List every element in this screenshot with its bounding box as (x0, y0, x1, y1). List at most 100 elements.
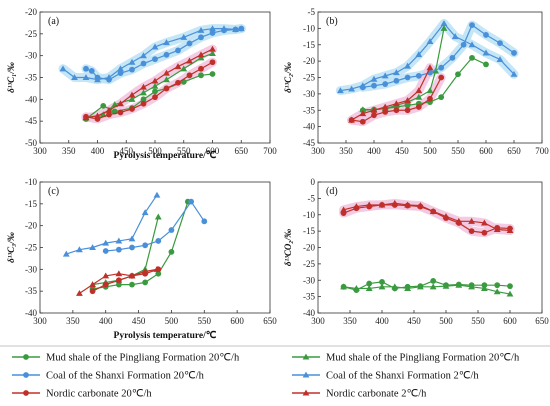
series-line (66, 194, 158, 255)
data-point (155, 238, 162, 244)
data-point (365, 201, 373, 208)
data-point (510, 70, 518, 77)
y-tick-label: -25 (303, 259, 315, 269)
data-point (404, 285, 411, 291)
data-point (426, 64, 434, 71)
data-point (163, 39, 170, 46)
y-tick-label: -20 (303, 56, 315, 66)
series-5 (83, 59, 216, 122)
data-point (142, 279, 149, 286)
series-3 (102, 198, 208, 254)
y-tick-label: -20 (25, 221, 37, 231)
data-point (382, 108, 389, 115)
x-tick-label: 450 (120, 146, 134, 156)
data-point (438, 74, 445, 81)
chart-panel-2: 300 350 400 450 500 550 600 650 700 -45 -40 -35 -30 -… (283, 7, 549, 156)
y-axis-label: δ¹³C₃/‰ (6, 232, 16, 263)
series-3 (359, 22, 517, 91)
x-tick-label: 600 (206, 146, 220, 156)
data-point (117, 100, 124, 107)
y-tick-label: -35 (303, 292, 315, 302)
data-point (163, 85, 170, 92)
y-tick-label: -50 (25, 138, 37, 148)
panels: 300 350 400 450 500 550 600 650 700-50-45-40-35-… (6, 7, 549, 341)
data-point (94, 76, 101, 83)
legend-item: Coal of the Shanxi Formation 2℃/h (292, 371, 479, 382)
data-point (481, 219, 488, 226)
panel-label: (a) (48, 16, 59, 27)
x-tick-label: 600 (479, 146, 493, 156)
data-point (198, 65, 204, 72)
x-tick-label: 450 (132, 316, 146, 326)
legend-item: Mud shale of the Pingliang Formation 20℃… (12, 353, 240, 364)
y-tick-label: -40 (303, 122, 315, 132)
data-point (391, 283, 399, 290)
data-point (102, 281, 109, 288)
data-point (404, 74, 411, 81)
x-tick-label: 550 (471, 316, 485, 326)
legend-label: Nordic carbonate 20℃/h (46, 389, 152, 400)
legend-label: Nordic carbonate 2℃/h (326, 389, 427, 400)
data-point (197, 51, 205, 58)
data-point (76, 246, 83, 253)
legend-label: Mud shale of the Pingliang Formation 20℃… (46, 353, 240, 364)
data-point (197, 54, 205, 61)
data-point (393, 69, 400, 76)
x-tick-label: 350 (66, 316, 80, 326)
data-point (128, 58, 136, 65)
data-point (115, 237, 123, 244)
y-tick-label: -40 (25, 308, 37, 318)
data-point (140, 89, 147, 96)
data-point (359, 118, 366, 125)
x-tick-label: 350 (62, 146, 76, 156)
data-point (128, 95, 136, 102)
data-point (426, 87, 434, 94)
y-tick-label: -20 (303, 243, 315, 253)
data-point (117, 65, 124, 72)
data-point (232, 26, 239, 33)
data-point (429, 283, 437, 290)
y-tick-label: -5 (308, 7, 316, 17)
data-point (59, 65, 67, 72)
data-point (378, 283, 386, 290)
data-point (168, 227, 175, 233)
x-tick-label: 500 (148, 146, 162, 156)
x-tick-label: 300 (311, 146, 325, 156)
data-point (142, 242, 149, 249)
data-point (379, 278, 385, 285)
data-point (440, 20, 448, 27)
legend-marker (302, 353, 310, 360)
data-point (141, 209, 149, 216)
data-point (151, 77, 159, 84)
data-point (468, 228, 475, 235)
data-point (337, 87, 344, 94)
x-tick-label: 650 (507, 146, 521, 156)
y-tick-label: -15 (25, 199, 37, 209)
data-point (429, 208, 437, 215)
data-point (198, 72, 204, 79)
data-point (451, 33, 459, 40)
series-line (62, 27, 242, 81)
y-tick-label: -25 (25, 243, 37, 253)
legend-item: Coal of the Shanxi Formation 20℃/h (12, 371, 205, 382)
x-tick-label: 350 (339, 146, 353, 156)
data-point (198, 34, 204, 41)
series-6 (348, 64, 434, 123)
y-axis-label: δ¹³C₂/‰ (283, 62, 293, 93)
data-point (94, 112, 101, 119)
data-point (468, 41, 476, 48)
data-point (129, 66, 135, 73)
x-tick-label: 600 (230, 316, 244, 326)
data-point (128, 91, 136, 98)
data-point (151, 43, 159, 50)
data-point (209, 30, 216, 36)
data-point (366, 280, 373, 287)
data-point (188, 198, 195, 205)
data-point (438, 94, 445, 101)
data-point (507, 283, 513, 290)
data-point (105, 74, 113, 81)
x-tick-label: 400 (367, 146, 381, 156)
data-point (365, 285, 373, 291)
data-point (359, 106, 367, 113)
legend-marker (302, 371, 310, 378)
